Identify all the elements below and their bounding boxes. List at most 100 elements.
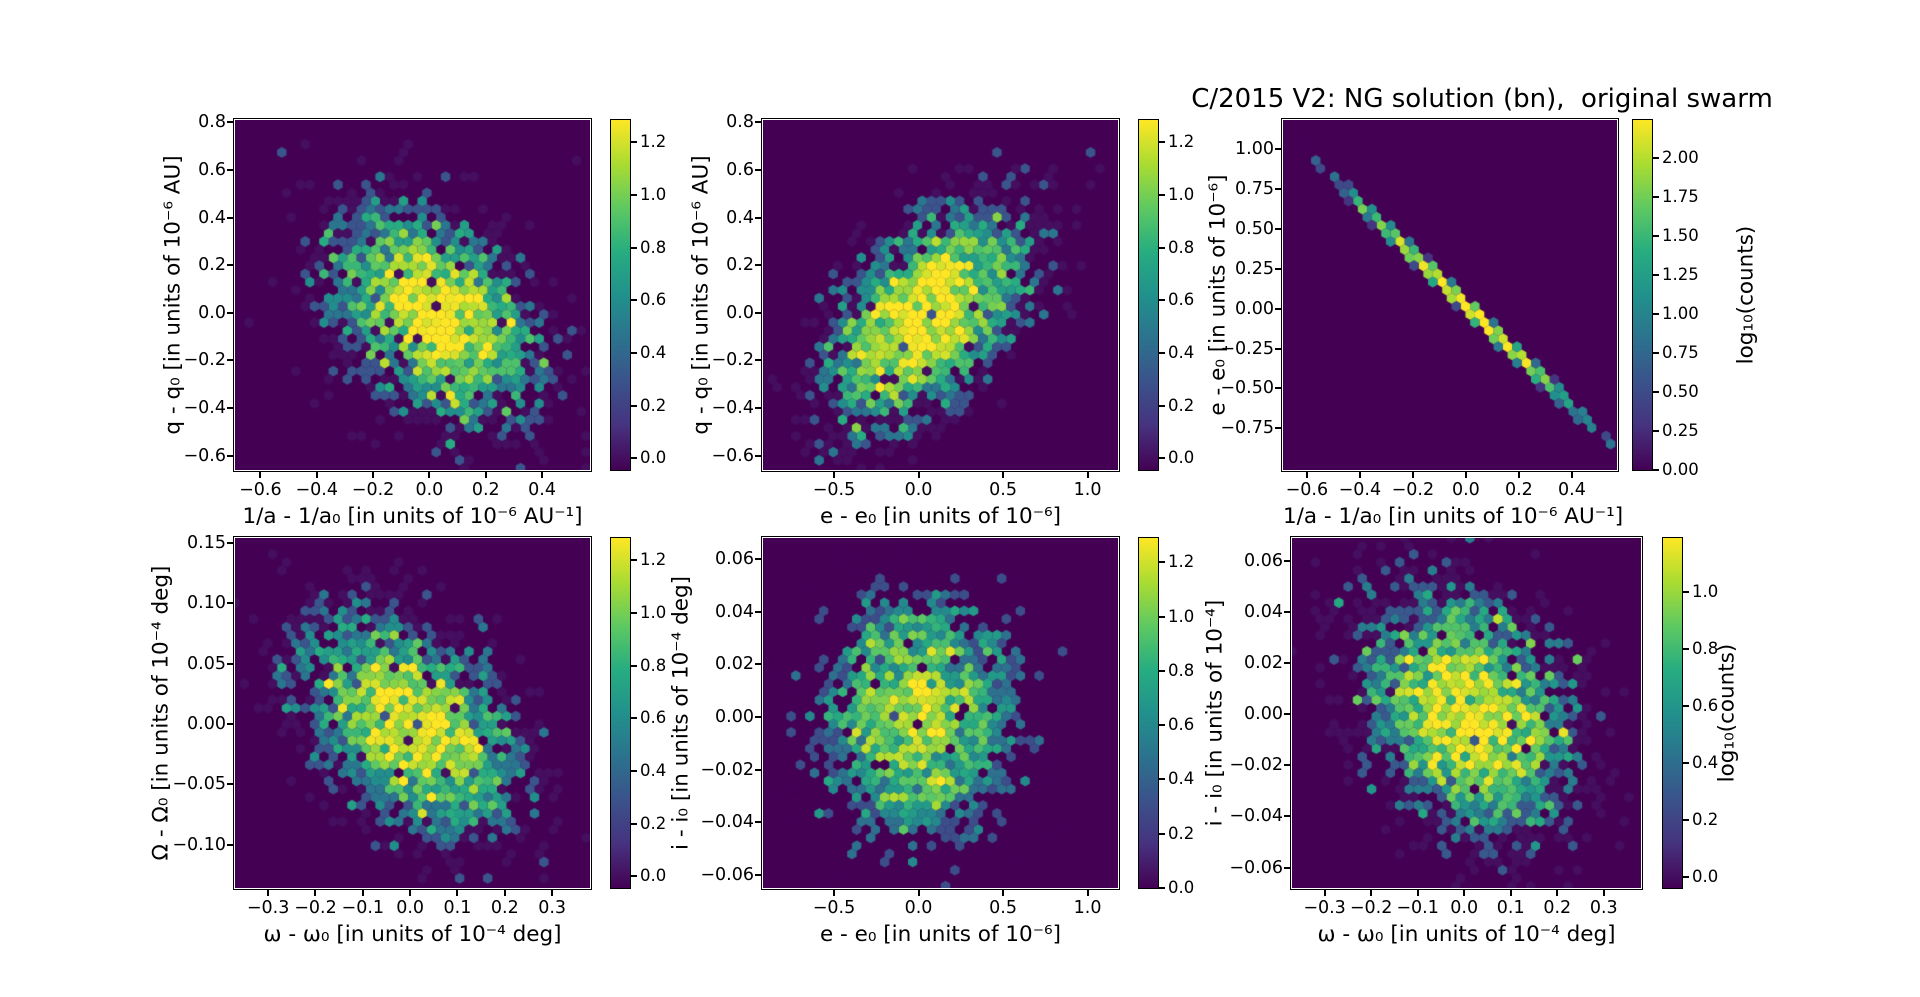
y-tick-mark (1275, 347, 1282, 350)
colorbar-tick-mark (631, 457, 638, 460)
x-tick-label: −0.1 (341, 898, 385, 918)
colorbar-tick-label: 0.2 (1692, 809, 1719, 829)
x-tick-mark (1086, 889, 1089, 896)
colorbar-tick-mark (1159, 724, 1166, 727)
colorbar-tick-label: 2.00 (1662, 147, 1699, 167)
colorbar-tick-mark (1683, 704, 1690, 707)
x-tick-mark (917, 889, 920, 896)
y-tick-label: 0.4 (726, 207, 754, 228)
colorbar-tick-label: 1.0 (640, 185, 667, 204)
y-tick-mark (227, 783, 234, 786)
x-tick-label: −0.1 (1396, 898, 1439, 918)
y-tick-label: 0.00 (1244, 704, 1283, 725)
colorbar-tick-label: 1.50 (1662, 225, 1699, 245)
x-tick-mark (259, 471, 262, 478)
colorbar-tick-label: 0.0 (1168, 878, 1195, 897)
colorbar-tick-label: 1.00 (1662, 303, 1699, 323)
y-tick-mark (227, 169, 234, 171)
x-tick-label: 0.1 (443, 898, 472, 918)
x-tick-label: −0.3 (1303, 898, 1346, 918)
colorbar-tick-label: 0.8 (1168, 237, 1195, 257)
x-tick-label: −0.5 (812, 898, 856, 918)
colorbar-tick-label: 1.2 (1168, 552, 1195, 572)
y-tick-label: −0.02 (1229, 755, 1283, 776)
y-tick-mark (755, 558, 762, 561)
colorbar-tick-mark (1653, 234, 1660, 237)
x-tick-mark (267, 889, 270, 896)
colorbar-tick-mark (1159, 669, 1166, 672)
y-tick-label: 0.8 (198, 112, 226, 133)
x-tick-mark (1305, 471, 1308, 478)
y-tick-label: −0.6 (183, 445, 227, 466)
colorbar-tick-label: 0.6 (640, 708, 667, 728)
colorbar-tick-mark (1683, 818, 1690, 821)
y-tick-mark (755, 663, 762, 666)
y-tick-mark (227, 662, 234, 665)
y-tick-label: −0.4 (183, 398, 227, 419)
x-tick-mark (1570, 471, 1573, 478)
x-axis-label: 1/a - 1/a₀ [in units of 10⁻⁶ AU⁻¹] (242, 504, 583, 529)
colorbar-tick-mark (631, 404, 638, 407)
y-tick-mark (755, 873, 762, 876)
x-tick-mark (833, 889, 835, 896)
y-tick-label: 0.0 (198, 302, 226, 323)
colorbar-gradient (611, 120, 630, 470)
y-tick-label: −0.04 (1229, 806, 1283, 827)
x-tick-mark (833, 471, 835, 478)
colorbar-tick-mark (631, 559, 638, 562)
colorbar-tick-label: 0.0 (1692, 866, 1719, 886)
hexbin-plot-canvas (763, 120, 1118, 470)
y-tick-label: 0.00 (715, 706, 754, 727)
hexbin-plot-canvas (1292, 538, 1641, 888)
x-tick-label: −0.6 (239, 480, 282, 500)
y-tick-label: 0.04 (1244, 602, 1283, 623)
colorbar-tick-mark (631, 717, 638, 720)
colorbar-tick-mark (631, 664, 638, 667)
colorbar-tick-mark (1159, 832, 1166, 835)
colorbar-tick-mark (631, 769, 638, 772)
colorbar-tick-mark (1653, 156, 1660, 159)
x-tick-label: 0.4 (528, 480, 557, 500)
colorbar-tick-mark (1653, 312, 1660, 315)
colorbar-tick-label: 0.0 (640, 448, 667, 468)
y-tick-label: −0.4 (711, 398, 755, 419)
y-tick-mark (227, 454, 234, 457)
y-tick-mark (755, 121, 762, 124)
colorbar-tick-mark (1683, 647, 1690, 650)
colorbar-tick-label: 0.8 (640, 655, 667, 675)
colorbar-tick-mark (1159, 778, 1166, 781)
colorbar-tick-label: 0.2 (640, 395, 667, 415)
y-tick-label: −0.6 (711, 445, 755, 466)
colorbar-tick-label: 0.8 (640, 237, 667, 257)
x-tick-label: 0.2 (471, 480, 500, 500)
y-tick-mark (227, 311, 234, 314)
colorbar-tick-label: 1.2 (1168, 132, 1195, 152)
y-tick-label: 0.02 (715, 654, 754, 675)
x-tick-label: −0.2 (1349, 898, 1393, 918)
y-tick-mark (1284, 611, 1291, 614)
colorbar-tick-label: 0.6 (1168, 715, 1195, 735)
colorbar-tick-label: 1.2 (640, 132, 667, 152)
x-tick-label: −0.2 (294, 898, 337, 918)
y-tick-label: 0.4 (198, 207, 226, 228)
x-tick-label: −0.2 (1391, 480, 1435, 500)
colorbar-tick-mark (1159, 246, 1166, 249)
x-tick-mark (1416, 889, 1419, 896)
colorbar-tick-label: 0.8 (1168, 660, 1195, 680)
x-tick-mark (372, 471, 375, 478)
hexbin-plot-canvas (763, 538, 1118, 888)
x-tick-mark (1002, 889, 1005, 896)
y-tick-label: −0.10 (172, 834, 226, 855)
colorbar-tick-mark (631, 822, 638, 825)
y-tick-mark (1275, 187, 1282, 190)
y-tick-label: 0.00 (1235, 298, 1274, 319)
y-tick-label: 0.00 (187, 713, 226, 734)
x-tick-label: 1.0 (1073, 898, 1102, 918)
x-tick-mark (1323, 889, 1326, 896)
x-tick-label: 0.1 (1496, 898, 1525, 918)
hexbin-plot-canvas (235, 120, 590, 470)
y-tick-label: 0.6 (198, 160, 226, 180)
y-tick-mark (1275, 227, 1282, 230)
colorbar-tick-mark (1653, 429, 1660, 432)
x-tick-mark (1509, 889, 1512, 896)
